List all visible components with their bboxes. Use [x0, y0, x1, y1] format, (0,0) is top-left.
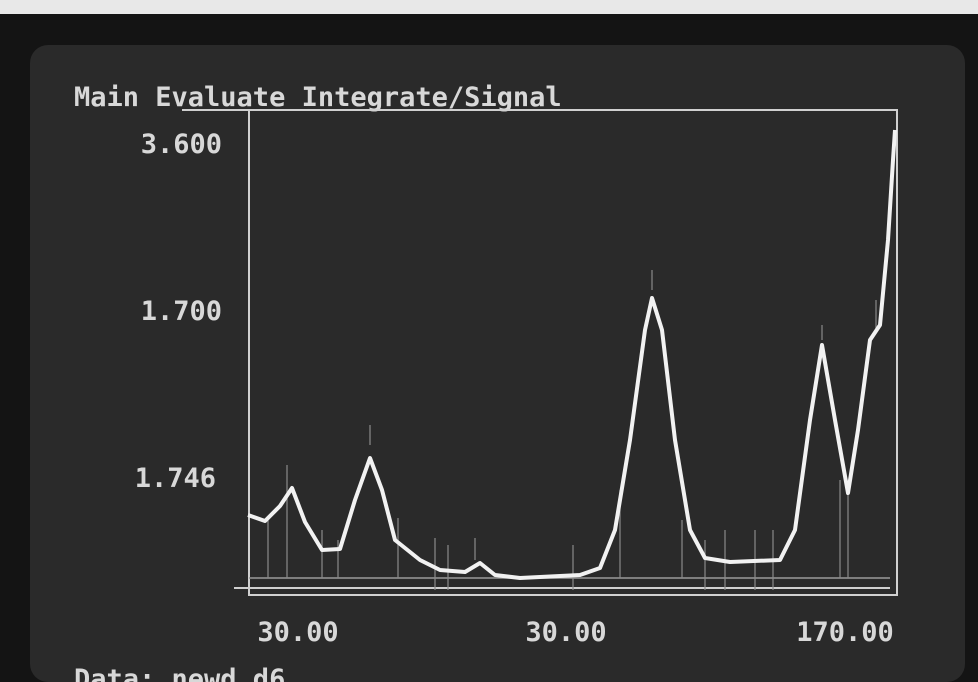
x-axis-label: 30.00	[257, 617, 338, 648]
y-axis-label: 1.746	[135, 463, 216, 494]
x-axis-label: 30.00	[525, 617, 606, 648]
y-axis-label: 1.700	[141, 296, 222, 327]
menu-bar: Main Evaluate Integrate/Signal	[74, 82, 562, 113]
y-axis-label: 3.600	[141, 129, 222, 160]
background-edge	[0, 0, 978, 14]
screen-photo: Main Evaluate Integrate/Signal 3.600 1.7…	[0, 0, 978, 682]
status-line: Data: newd.d6	[74, 664, 285, 682]
x-axis-label: 170.00	[796, 617, 894, 648]
